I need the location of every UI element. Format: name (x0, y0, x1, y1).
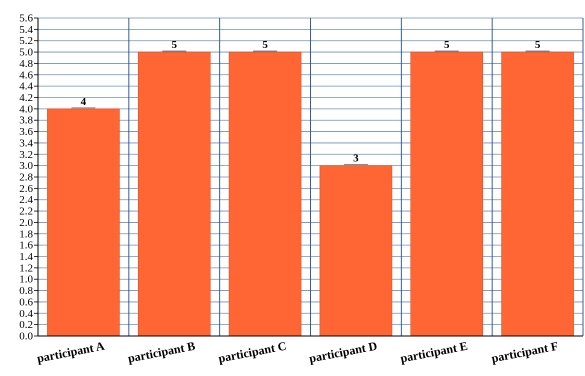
y-tick-label: 3.4 (19, 137, 33, 149)
y-tick-label: 4.6 (19, 69, 33, 81)
axes (34, 17, 583, 337)
data-labels: 4 5 5 3 5 5 (71, 39, 550, 166)
y-axis-tick-labels: 0.00.20.40.60.81.01.21.41.61.82.02.22.42… (19, 13, 33, 343)
y-tick-label: 2.0 (19, 217, 33, 229)
bar (410, 51, 484, 337)
bar (501, 51, 574, 337)
y-tick-label: 4.0 (19, 103, 33, 115)
y-tick-label: 3.8 (19, 115, 33, 127)
y-tick-label: 3.6 (19, 126, 33, 138)
y-tick-label: 1.4 (19, 251, 33, 263)
data-label: 5 (172, 39, 178, 51)
x-axis-category-labels: participant A participant B participant C p… (36, 339, 560, 366)
y-tick-label: 5.6 (19, 13, 33, 25)
grid (37, 17, 584, 337)
y-tick-label: 0.6 (19, 296, 33, 308)
x-category-label: participant F (490, 339, 559, 366)
y-tick-label: 4.4 (19, 81, 33, 93)
x-category-label: participant D (308, 339, 379, 366)
y-tick-label: 3.2 (19, 149, 33, 161)
y-tick-label: 5.0 (19, 47, 33, 59)
data-label: 5 (444, 39, 450, 51)
y-tick-label: 1.6 (19, 240, 33, 252)
y-tick-label: 4.2 (19, 92, 33, 104)
x-category-label: participant C (217, 339, 287, 366)
x-category-label: participant A (36, 339, 106, 366)
bar (228, 51, 302, 337)
y-tick-label: 1.2 (19, 262, 33, 274)
data-label: 5 (535, 39, 541, 51)
bar (319, 165, 393, 337)
y-tick-label: 0.2 (19, 319, 33, 331)
data-label: 4 (81, 96, 87, 108)
y-tick-label: 2.6 (19, 183, 33, 195)
bar (137, 51, 211, 337)
x-category-label: participant E (399, 339, 469, 366)
y-tick-label: 1.8 (19, 228, 33, 240)
y-tick-label: 5.2 (19, 35, 33, 47)
y-tick-label: 0.8 (19, 285, 33, 297)
y-tick-label: 2.2 (19, 206, 33, 218)
y-tick-label: 5.4 (19, 24, 33, 36)
bar (47, 108, 120, 337)
bars (47, 51, 574, 337)
data-label: 3 (353, 153, 359, 165)
y-tick-label: 4.8 (19, 58, 33, 70)
y-tick-label: 1.0 (19, 274, 33, 286)
y-tick-label: 3.0 (19, 160, 33, 172)
x-category-label: participant B (127, 339, 197, 366)
y-tick-label: 2.8 (19, 172, 33, 184)
y-tick-label: 0.0 (19, 331, 33, 343)
y-tick-label: 0.4 (19, 308, 33, 320)
y-tick-label: 2.4 (19, 194, 33, 206)
data-label: 5 (262, 39, 268, 51)
